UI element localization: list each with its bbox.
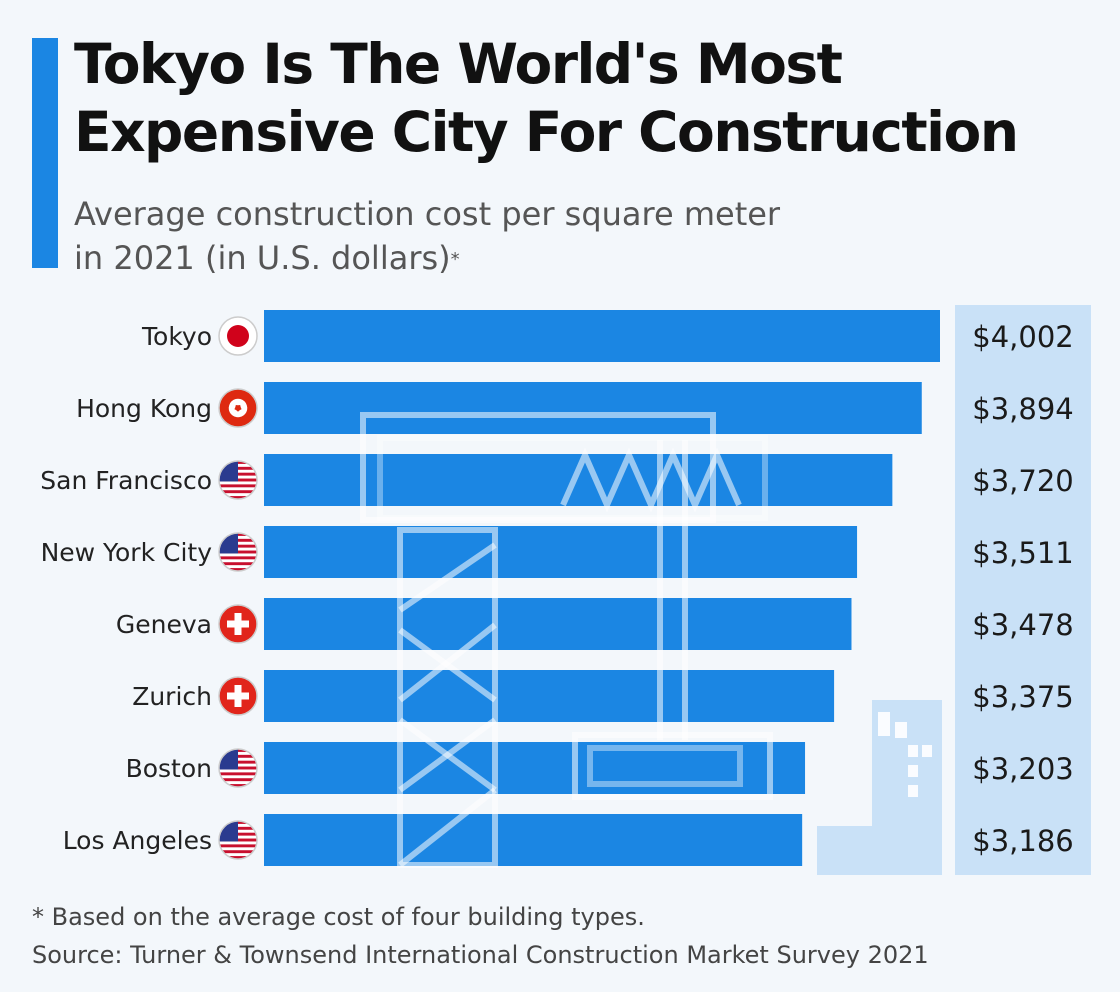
value-label-hong-kong: $3,894: [972, 392, 1073, 426]
footnote-source: Source: Turner & Townsend International …: [32, 941, 929, 969]
bar-new-york-city: [264, 526, 858, 578]
chart-subtitle-line-2: in 2021 (in U.S. dollars): [74, 239, 451, 277]
bar-geneva: [264, 598, 852, 650]
japan-flag-icon: [218, 316, 258, 356]
category-label-tokyo: Tokyo: [141, 322, 212, 351]
swiss-flag-icon: [218, 676, 258, 716]
bar-boston: [264, 742, 806, 794]
building-illustration: [817, 700, 942, 875]
swiss-flag-icon: [218, 604, 258, 644]
chart-title-line-2: Expensive City For Construction: [74, 100, 1019, 164]
value-label-geneva: $3,478: [972, 608, 1073, 642]
chart-subtitle-line-1: Average construction cost per square met…: [74, 195, 781, 233]
chart-title-line-1: Tokyo Is The World's Most: [74, 32, 843, 96]
value-label-tokyo: $4,002: [972, 320, 1073, 354]
value-labels-group: $4,002 $3,894 $3,720 $3,511 $3,478 $3,375 $3,2…: [972, 320, 1073, 858]
bar-zurich: [264, 670, 835, 722]
hong-kong-flag-icon: [218, 388, 258, 428]
bars-group: [264, 310, 940, 866]
category-label-geneva: Geneva: [116, 610, 212, 639]
bar-tokyo: [264, 310, 940, 362]
value-label-boston: $3,203: [972, 752, 1073, 786]
value-label-new-york-city: $3,511: [972, 536, 1073, 570]
value-label-san-francisco: $3,720: [972, 464, 1073, 498]
footnote-note: * Based on the average cost of four buil…: [32, 903, 645, 931]
bar-san-francisco: [264, 454, 893, 506]
value-panel: [955, 305, 1091, 875]
chart-title: Tokyo Is The World's Most Expensive City…: [74, 30, 1019, 166]
us-flag-icon: [218, 748, 258, 788]
value-label-zurich: $3,375: [972, 680, 1073, 714]
category-labels-group: Tokyo Hong Kong San Francisco New York City…: [40, 322, 212, 855]
us-flag-icon: [218, 820, 258, 860]
crane-illustration: [360, 412, 773, 868]
bar-hong-kong: [264, 382, 922, 434]
category-label-san-francisco: San Francisco: [40, 466, 212, 495]
flags-group: [218, 316, 258, 860]
bar-los-angeles: [264, 814, 803, 866]
title-accent-bar: [32, 38, 58, 268]
us-flag-icon: [218, 532, 258, 572]
category-label-new-york-city: New York City: [41, 538, 213, 567]
subtitle-asterisk: *: [450, 249, 460, 270]
us-flag-icon: [218, 460, 258, 500]
category-label-zurich: Zurich: [132, 682, 212, 711]
chart-subtitle: Average construction cost per square met…: [74, 192, 780, 280]
value-label-los-angeles: $3,186: [972, 824, 1073, 858]
category-label-hong-kong: Hong Kong: [76, 394, 212, 423]
category-label-los-angeles: Los Angeles: [63, 826, 212, 855]
footnote: * Based on the average cost of four buil…: [32, 898, 929, 974]
category-label-boston: Boston: [126, 754, 212, 783]
chart-subtitle-line-2-wrap: in 2021 (in U.S. dollars)*: [74, 236, 780, 280]
